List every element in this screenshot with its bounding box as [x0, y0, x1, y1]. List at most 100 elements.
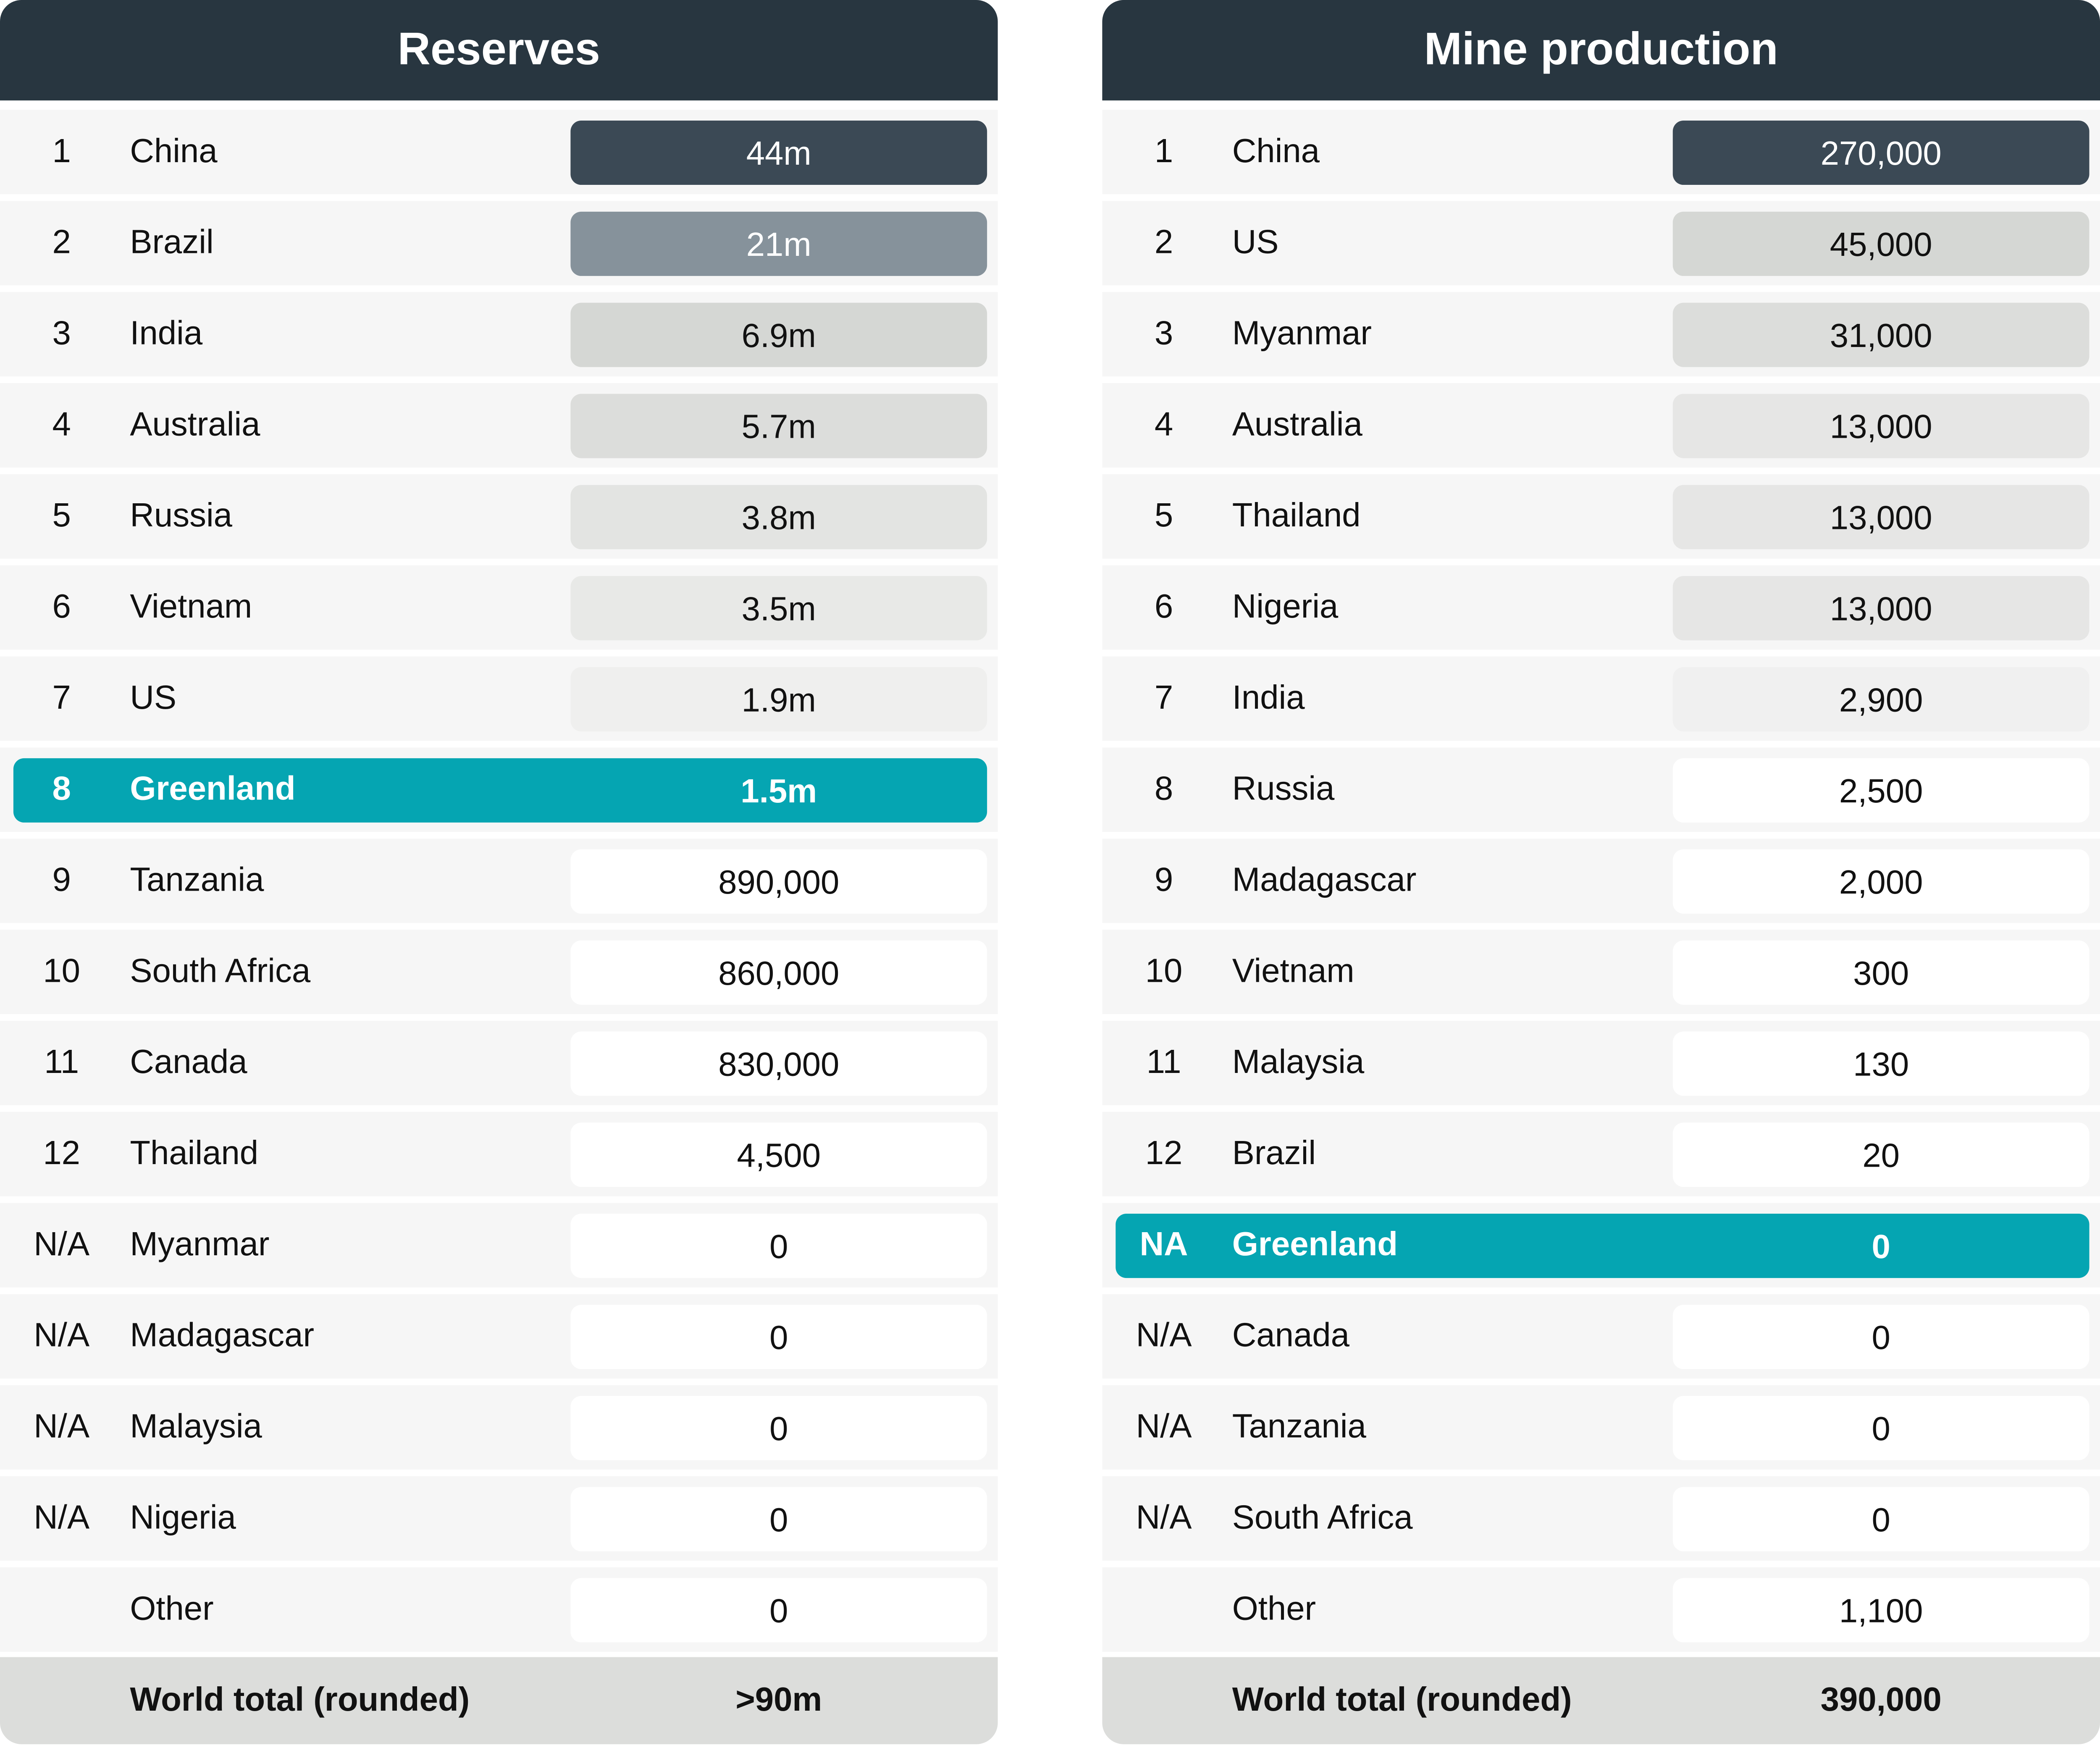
country-name: Myanmar	[130, 1225, 270, 1264]
value-cell: 20	[1672, 1123, 2090, 1187]
value-cell: 1,100	[1672, 1578, 2090, 1643]
rank: 12	[43, 1134, 81, 1173]
world-total-label: World total (rounded)	[130, 1681, 470, 1719]
table-header: Reserves	[0, 0, 998, 101]
country-name: Brazil	[130, 223, 214, 261]
country-name: Tanzania	[1232, 1408, 1366, 1446]
value-cell: 860,000	[570, 940, 987, 1005]
value-cell: 45,000	[1672, 211, 2090, 276]
rank: 3	[52, 315, 71, 352]
table-row: 6 Vietnam 3.5m	[0, 565, 998, 650]
world-total-row: World total (rounded) 390,000	[1102, 1657, 2100, 1744]
rank: 11	[44, 1044, 79, 1081]
value-cell: 0	[570, 1396, 987, 1460]
value-cell: 21m	[570, 211, 987, 276]
country-name: Malaysia	[130, 1408, 262, 1446]
value-cell: 0	[570, 1304, 987, 1369]
rank: 3	[1154, 315, 1173, 352]
rank: 7	[52, 679, 71, 717]
value-cell: 5.7m	[570, 394, 987, 458]
value-cell: 300	[1672, 940, 2090, 1005]
value-cell: 6.9m	[570, 302, 987, 367]
value-cell: 13,000	[1672, 576, 2090, 641]
rank: 12	[1145, 1134, 1183, 1173]
value-cell: 13,000	[1672, 394, 2090, 458]
table-row: N/A South Africa 0	[1102, 1476, 2100, 1561]
rank: 1	[52, 132, 71, 170]
table-row: 3 Myanmar 31,000	[1102, 292, 2100, 377]
value-cell: 13,000	[1672, 485, 2090, 549]
table-row: N/A Tanzania 0	[1102, 1385, 2100, 1470]
value-cell: 890,000	[570, 849, 987, 914]
value-cell: 2,900	[1672, 667, 2090, 732]
rank: 8	[52, 770, 71, 808]
world-total-label: World total (rounded)	[1232, 1681, 1572, 1719]
highlight-bar	[13, 758, 987, 823]
country-name: Greenland	[130, 770, 296, 808]
table-row: Other 1,100	[1102, 1567, 2100, 1652]
table-header: Mine production	[1102, 0, 2100, 101]
table-row: 9 Madagascar 2,000	[1102, 839, 2100, 923]
table-row: 10 Vietnam 300	[1102, 930, 2100, 1014]
table-row: 4 Australia 5.7m	[0, 383, 998, 468]
value-cell: 0	[1672, 1396, 2090, 1460]
rank: N/A	[34, 1225, 90, 1264]
country-name: Australia	[130, 406, 260, 444]
country-name: Vietnam	[130, 588, 252, 626]
rank: 9	[1154, 861, 1173, 899]
country-name: India	[130, 315, 203, 352]
rank: 11	[1146, 1044, 1181, 1081]
rank: N/A	[34, 1499, 90, 1537]
mine-production-table: Mine production 1 China 270,000 2 US 45,000 3 My…	[1102, 0, 2100, 1744]
rank: 5	[52, 497, 71, 535]
value-cell: 31,000	[1672, 302, 2090, 367]
table-row: 12 Brazil 20	[1102, 1112, 2100, 1196]
value-cell: 3.5m	[570, 576, 987, 641]
country-name: South Africa	[130, 952, 311, 990]
value-cell: 830,000	[570, 1031, 987, 1096]
table-row: 1 China 270,000	[1102, 110, 2100, 195]
table-row: 7 India 2,900	[1102, 656, 2100, 741]
country-name: Nigeria	[130, 1499, 236, 1537]
value-cell: 1.9m	[570, 667, 987, 732]
rank: 6	[1154, 588, 1173, 626]
country-name: Tanzania	[130, 861, 264, 899]
table-row: 2 Brazil 21m	[0, 201, 998, 286]
country-name: China	[130, 132, 218, 170]
value-cell: 0	[1672, 1487, 2090, 1551]
table-row: N/A Malaysia 0	[0, 1385, 998, 1470]
country-name: Russia	[1232, 770, 1335, 808]
world-total-value: 390,000	[1820, 1681, 1942, 1719]
value-cell: 270,000	[1672, 120, 2090, 185]
table-row: 12 Thailand 4,500	[0, 1112, 998, 1196]
rank: 1	[1154, 132, 1173, 170]
table-row: N/A Madagascar 0	[0, 1294, 998, 1379]
country-name: US	[1232, 223, 1279, 261]
country-name: Greenland	[1232, 1225, 1398, 1264]
rank: 2	[52, 223, 71, 261]
country-name: Myanmar	[1232, 315, 1372, 352]
country-name: Brazil	[1232, 1134, 1316, 1173]
country-name: Thailand	[1232, 497, 1361, 535]
value-cell: 3.8m	[570, 485, 987, 549]
table-row: 9 Tanzania 890,000	[0, 839, 998, 923]
rank: 6	[52, 588, 71, 626]
table-row: 10 South Africa 860,000	[0, 930, 998, 1014]
table-row: 3 India 6.9m	[0, 292, 998, 377]
value-cell: 130	[1672, 1031, 2090, 1096]
table-row: N/A Nigeria 0	[0, 1476, 998, 1561]
table-row: 4 Australia 13,000	[1102, 383, 2100, 468]
value-cell: 0	[570, 1578, 987, 1643]
country-name: Canada	[130, 1044, 247, 1081]
table-row: 8 Russia 2,500	[1102, 747, 2100, 832]
table-row: 7 US 1.9m	[0, 656, 998, 741]
country-name: Other	[1232, 1590, 1316, 1628]
rank: 8	[1154, 770, 1173, 808]
country-name: Vietnam	[1232, 952, 1354, 990]
country-name: US	[130, 679, 177, 717]
country-name: Madagascar	[130, 1317, 315, 1354]
rank: N/A	[1136, 1499, 1192, 1537]
table-row: 5 Thailand 13,000	[1102, 474, 2100, 559]
country-name: Other	[130, 1590, 214, 1628]
